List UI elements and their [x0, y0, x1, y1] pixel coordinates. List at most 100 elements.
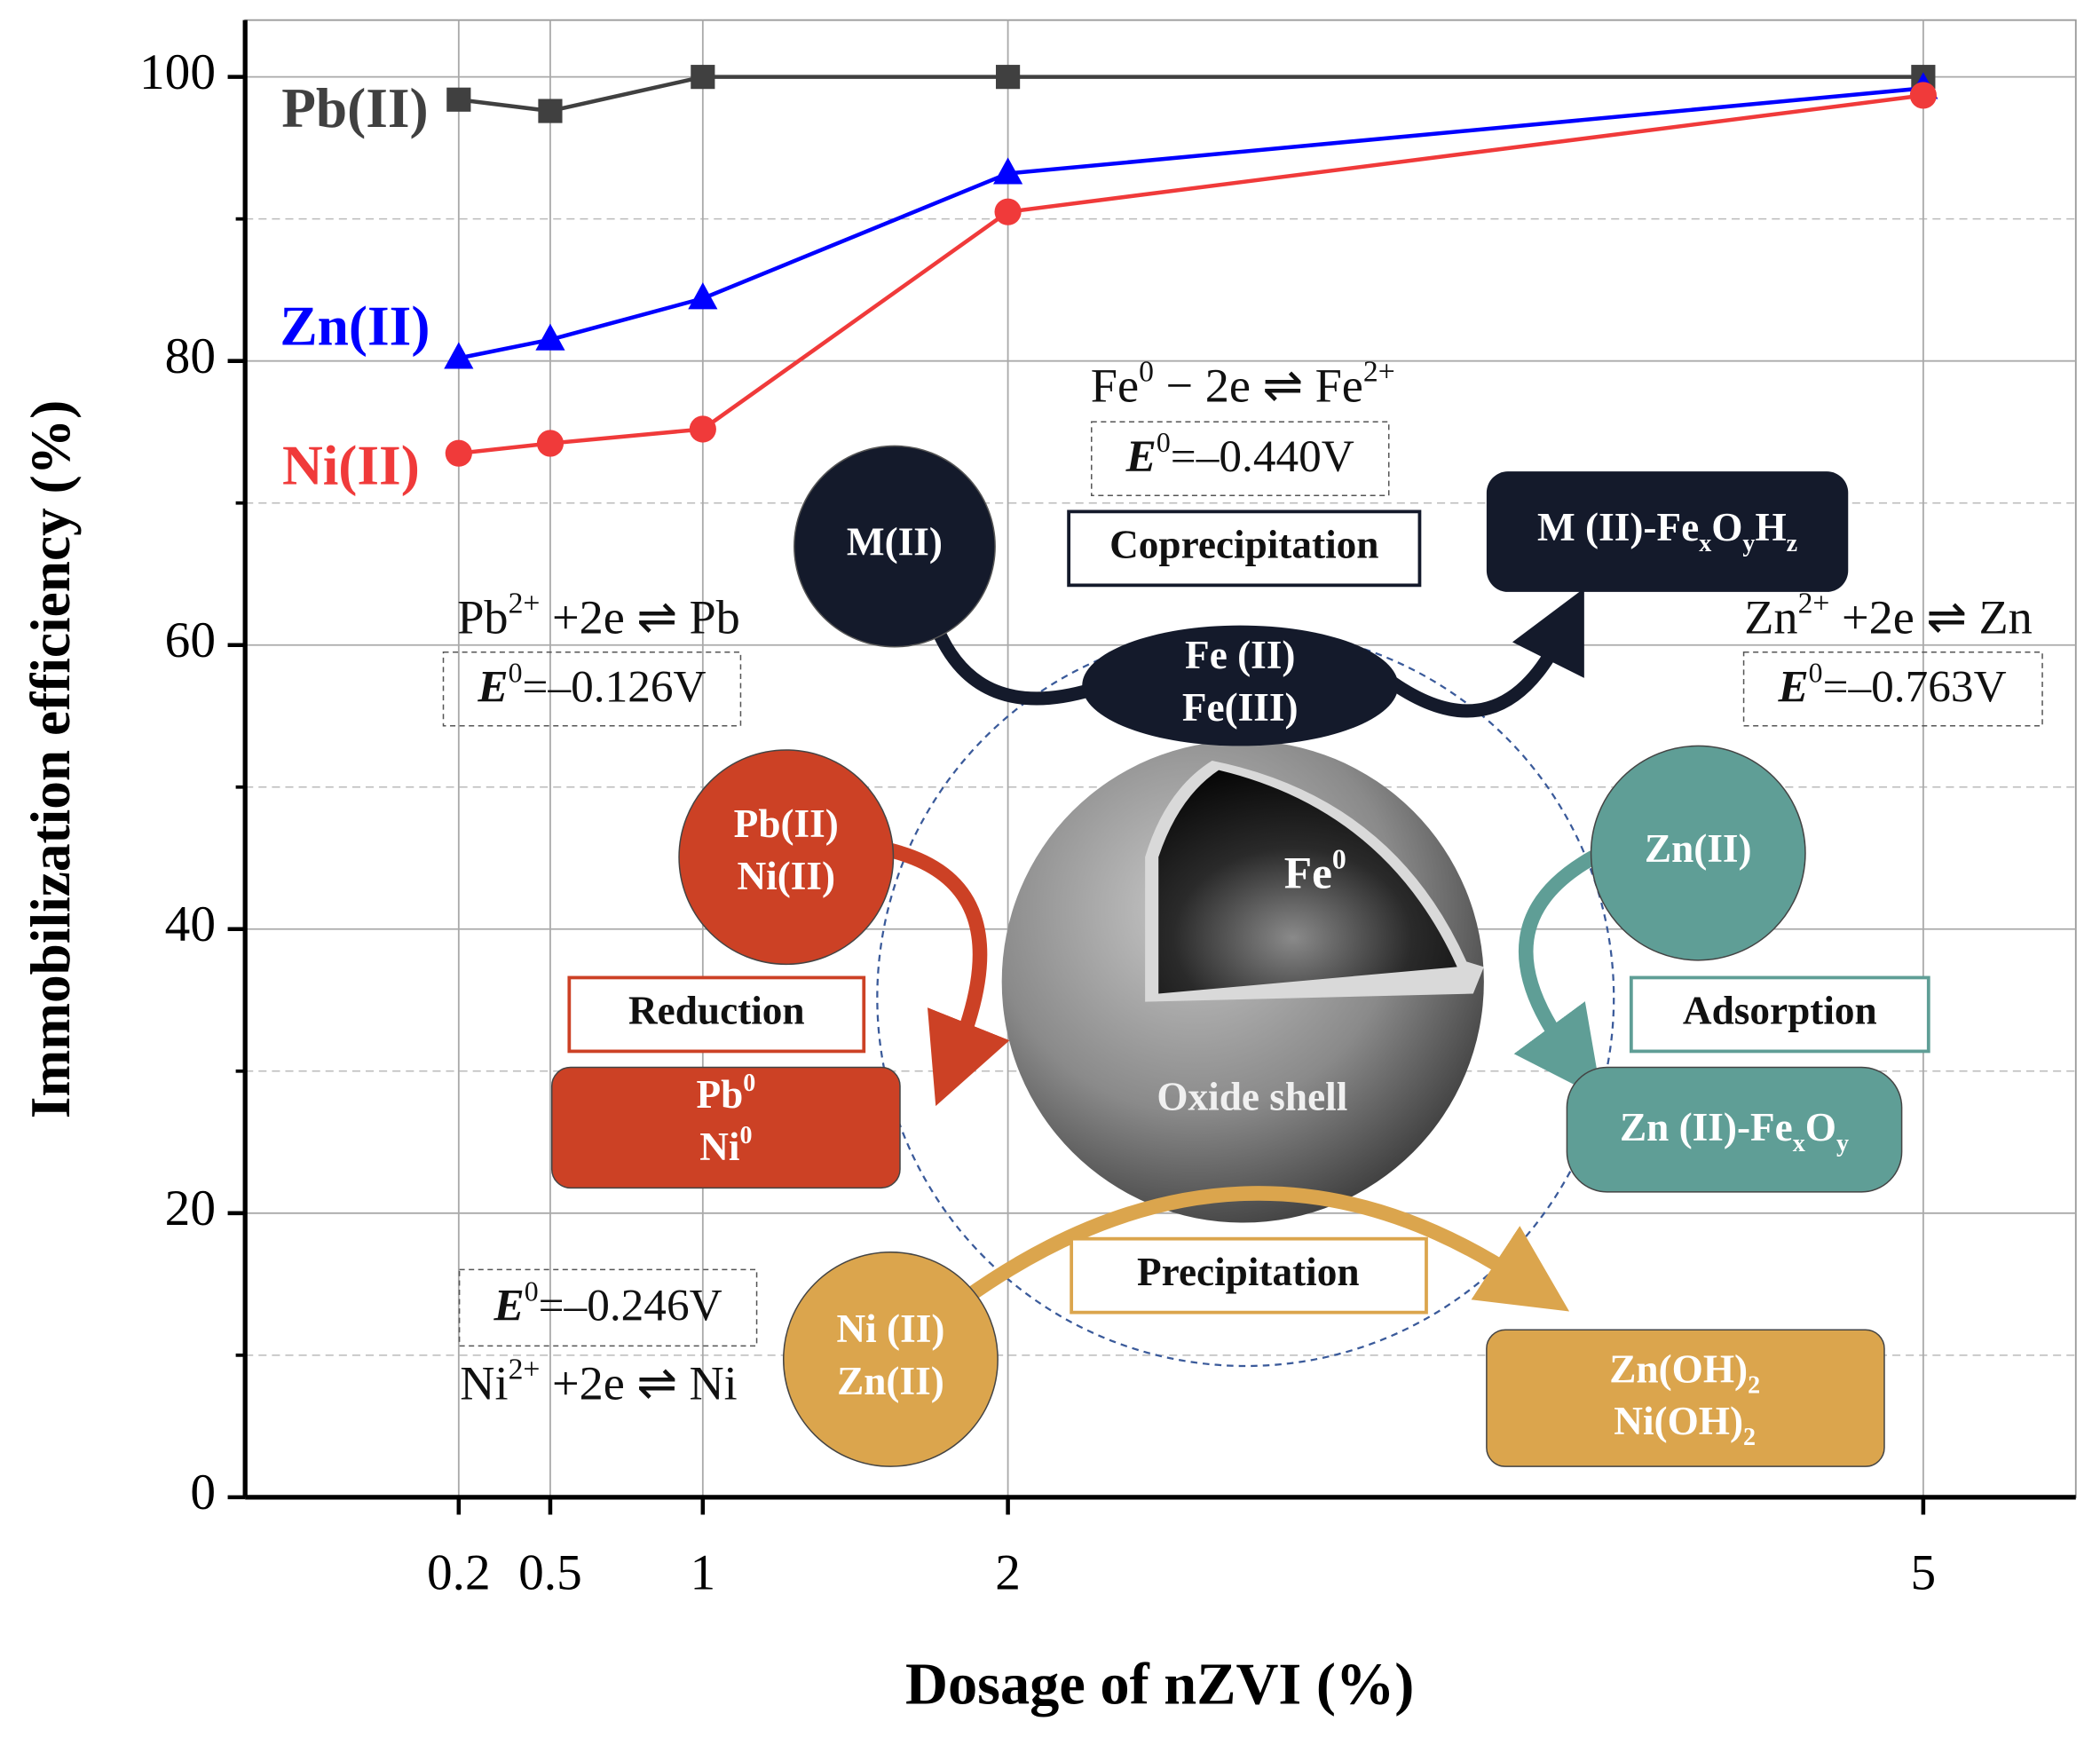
- label-part: Reduction: [628, 989, 805, 1033]
- label-part: E: [1125, 431, 1157, 482]
- data: Pb(II) Zn(II) Ni(II): [280, 65, 1938, 497]
- arrow: [1388, 588, 1584, 718]
- series-line: [458, 86, 1924, 360]
- label: Ni2+ +2e ⇌ Ni: [460, 1354, 738, 1410]
- label-part: 2: [1743, 1424, 1756, 1451]
- label: E0=–0.440V: [1125, 427, 1354, 482]
- box: [1091, 421, 1390, 497]
- y-tick-label: 20: [165, 1180, 216, 1236]
- series-label: Pb(II): [281, 77, 428, 139]
- x-tick-label: 0.5: [518, 1545, 582, 1601]
- label-part: 2+: [509, 588, 541, 620]
- label: E0=–0.246V: [493, 1275, 722, 1330]
- label-part: Zn(II): [1645, 827, 1752, 872]
- label-part: +2e ⇌ Pb: [540, 591, 739, 644]
- label-part: 0: [509, 657, 523, 688]
- label-part: =–0.440V: [1171, 431, 1354, 482]
- box: [1070, 1236, 1428, 1315]
- label: Zn(II): [1645, 827, 1752, 872]
- label-part: Ni: [699, 1125, 739, 1169]
- label-part: 0: [743, 1070, 755, 1097]
- node: [793, 445, 996, 648]
- label-part: 2+: [509, 1354, 541, 1386]
- label-part: Ni(II): [737, 854, 835, 898]
- box: [1742, 651, 2043, 727]
- series-label: Zn(II): [280, 296, 430, 358]
- label-part: z: [1787, 530, 1797, 557]
- label-part: E: [477, 661, 508, 712]
- label-part: O: [1805, 1105, 1836, 1149]
- label-part: Ni(OH): [1614, 1400, 1743, 1444]
- label-part: 0: [1157, 427, 1171, 458]
- label-part: y: [1836, 1130, 1849, 1157]
- label-part: 0: [1139, 356, 1154, 389]
- marker: [689, 415, 716, 443]
- label-part: Coprecipitation: [1109, 523, 1378, 567]
- marker: [993, 157, 1023, 185]
- box: [1067, 509, 1422, 588]
- label-part: 0: [1332, 843, 1346, 874]
- box: [567, 975, 866, 1054]
- y-tick-label: 40: [165, 896, 216, 952]
- box: [1486, 471, 1849, 592]
- x-axis-title: Dosage of nZVI (%): [905, 1652, 1414, 1717]
- arrow: [1513, 850, 1602, 1099]
- label: Fe(III): [1182, 685, 1299, 730]
- marker: [1909, 82, 1937, 109]
- x-tick-label: 0.2: [427, 1545, 491, 1601]
- label-part: Pb: [457, 591, 508, 644]
- arrow: [959, 1186, 1570, 1312]
- box: [550, 1066, 901, 1189]
- label: Pb2+ +2e ⇌ Pb: [457, 588, 740, 644]
- y-tick-label: 100: [139, 44, 216, 100]
- label: Ni(II): [737, 854, 835, 898]
- label-part: E: [493, 1280, 525, 1330]
- label-part: Zn (II)-Fe: [1620, 1105, 1793, 1149]
- label-part: x: [1793, 1130, 1805, 1157]
- boundary-circle: [876, 628, 1615, 1368]
- label-part: x: [1699, 530, 1711, 557]
- label: Ni0: [699, 1122, 752, 1169]
- core: [1158, 770, 1457, 994]
- label: E0=–0.126V: [477, 657, 706, 712]
- label-part: Fe: [1284, 848, 1332, 898]
- label: Pb(II): [734, 802, 839, 847]
- label-part: Pb: [696, 1072, 743, 1117]
- label-part: Precipitation: [1137, 1250, 1360, 1294]
- label: Fe (II): [1185, 633, 1295, 677]
- label-part: M(II): [847, 520, 943, 565]
- label: Pb0: [696, 1070, 755, 1117]
- box: [442, 651, 742, 727]
- label-part: y: [1742, 530, 1755, 557]
- y-tick-label: 80: [165, 328, 216, 384]
- marker: [536, 430, 564, 457]
- label: Zn(OH)2: [1609, 1347, 1760, 1400]
- label-part: Ni (II): [836, 1307, 944, 1351]
- label-part: Fe (II): [1185, 633, 1295, 677]
- arrow: [888, 843, 1010, 1107]
- series-label: Ni(II): [282, 435, 420, 497]
- label-part: 2+: [1363, 356, 1395, 389]
- label-part: M (II)-Fe: [1537, 505, 1699, 549]
- label: Zn2+ +2e ⇌ Zn: [1744, 588, 2033, 644]
- label-part: Adsorption: [1683, 989, 1877, 1033]
- label-part: O: [1711, 505, 1742, 549]
- box: [1486, 1329, 1885, 1467]
- label: Zn(II): [837, 1359, 944, 1403]
- label: Fe0: [1284, 843, 1346, 898]
- box: [1629, 975, 1930, 1054]
- label: M(II): [847, 520, 943, 565]
- label-part: 0: [1809, 657, 1823, 688]
- series-line: [458, 75, 1923, 114]
- label: Reduction: [628, 989, 805, 1033]
- label-part: Fe(III): [1182, 685, 1299, 730]
- marker: [535, 323, 565, 351]
- label-part: − 2e ⇌ Fe: [1154, 359, 1363, 413]
- node: [678, 749, 895, 966]
- label: Adsorption: [1683, 989, 1877, 1033]
- label-part: Fe: [1091, 359, 1139, 413]
